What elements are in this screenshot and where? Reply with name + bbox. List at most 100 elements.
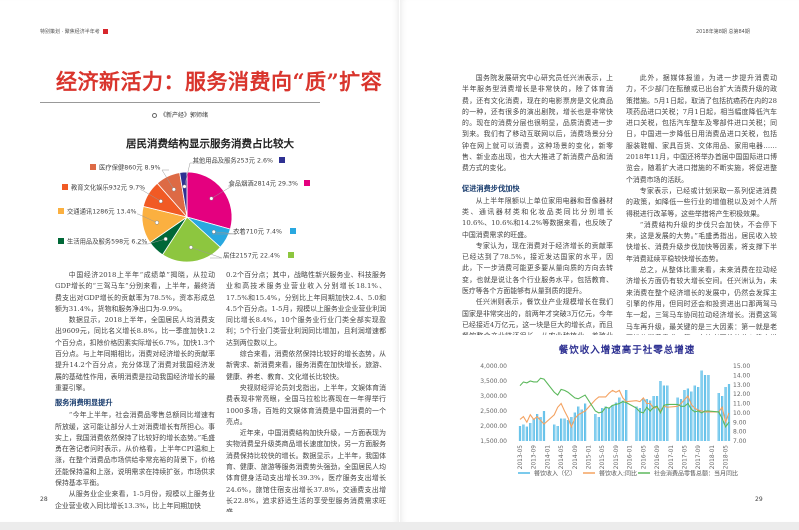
author: 《新产经》郭师绪 bbox=[160, 112, 209, 119]
legend-label: 餐饮收入:同比 bbox=[599, 470, 637, 478]
bar-highlight bbox=[691, 391, 692, 441]
pie-slice bbox=[161, 216, 221, 263]
bar-highlight bbox=[529, 423, 531, 441]
paragraph: 中国经济2018上半年“成绩单”揭晓，从拉动GDP增长的“三驾马车”分别来看，上… bbox=[55, 271, 215, 313]
x-tick-label: 2015-01 bbox=[587, 445, 593, 470]
bar-highlight bbox=[656, 396, 658, 441]
bar-highlight bbox=[625, 390, 627, 441]
pie-leader-line bbox=[161, 169, 175, 190]
pie-dot bbox=[182, 184, 187, 189]
bar-highlight bbox=[526, 426, 528, 441]
y-right-tick-label: 9.00 bbox=[733, 419, 747, 426]
bar-highlight bbox=[577, 406, 579, 441]
bar-highlight bbox=[598, 417, 600, 441]
section-header-text: 特别策划 · 聚焦经济半年考 bbox=[40, 29, 100, 35]
bar-highlight bbox=[608, 408, 610, 441]
bar-highlight bbox=[684, 390, 685, 441]
legend-label: 餐饮收入（亿） bbox=[534, 470, 576, 478]
bar-highlight bbox=[612, 405, 613, 441]
bar-highlight bbox=[701, 370, 702, 441]
paragraph: 数据显示，2018上半年，全国居民人均消费支出9609元，同比名义增长8.8%，… bbox=[55, 316, 215, 392]
x-tick-label: 2014-01 bbox=[545, 445, 551, 470]
bar-highlight bbox=[718, 393, 720, 441]
left-column-1: 中国经济2018上半年“成绩单”揭晓，从拉动GDP增长的“三驾马车”分别来看，上… bbox=[55, 270, 215, 512]
x-tick-label: 2017-01 bbox=[669, 445, 675, 470]
pie-label: 生活用品及服务598元 6.2% bbox=[67, 237, 147, 246]
bar-highlight bbox=[595, 414, 596, 441]
pie-leader-line bbox=[137, 238, 166, 245]
bar-highlight bbox=[667, 385, 668, 441]
x-tick-label: 2013-09 bbox=[532, 445, 538, 470]
y-right-tick-label: 10.00 bbox=[733, 410, 750, 417]
paragraph: 专家认为，现在消费对于经济增长的贡献率已经达到了78.5%，接近发达国家的水平，… bbox=[462, 241, 613, 296]
paragraph: “消费结构升级的步伐只会加快，不会停下来，这是发展的大势。”毛盛勇指出，居民收入… bbox=[626, 220, 777, 263]
pie-slice bbox=[186, 171, 233, 230]
x-tick-label: 2016-01 bbox=[628, 445, 634, 470]
section-marker-icon bbox=[102, 29, 108, 34]
section-heading: 服务消费明显提升 bbox=[55, 398, 113, 408]
x-tick-label: 2015-05 bbox=[600, 445, 606, 470]
y-right-tick-label: 11.00 bbox=[733, 401, 750, 408]
y-left-tick-label: 2,000.00 bbox=[480, 423, 507, 430]
issue-header: 2018年第8期 总第84期 bbox=[696, 29, 750, 35]
pie-leader-line bbox=[211, 185, 233, 199]
bar-highlight bbox=[677, 397, 678, 441]
bar-highlight bbox=[536, 414, 538, 441]
bar-highlight bbox=[680, 399, 682, 441]
pie-label: 交通通讯1286元 13.4% bbox=[67, 207, 137, 216]
bar-highlight bbox=[663, 385, 665, 441]
section-header: 特别策划 · 聚焦经济半年考 bbox=[40, 28, 108, 35]
bar-highlight bbox=[697, 387, 699, 441]
right-column-1: 国务院发展研究中心研究员任兴洲表示，上半年服务型消费增长是非常快的，除了体育消费… bbox=[462, 73, 613, 335]
article-title: 经济新活力：服务消费向“质”扩容 bbox=[56, 69, 383, 94]
pie-label: 医疗保健860元 8.9% bbox=[99, 163, 161, 172]
y-left-tick-label: 4,000.00 bbox=[480, 363, 507, 370]
x-tick-label: 2016-09 bbox=[655, 445, 661, 470]
pie-label: 衣着710元 7.4% bbox=[233, 227, 282, 236]
legend-square bbox=[279, 157, 285, 163]
bar-highlight bbox=[543, 411, 545, 441]
paragraph-text: 总之，从整体比重来看，未来消费在拉动经济增长方面仍有较大增长空间。任兴洲认为，未… bbox=[626, 266, 777, 335]
paragraph: 从上半年限额以上单位家用电器和音像器材类、通讯器材类和化妆品类同比分别增长10.… bbox=[462, 196, 613, 239]
bar-highlight bbox=[615, 402, 617, 441]
bar-highlight bbox=[619, 397, 620, 441]
paragraph: 近年来，中国消费结构加快升级，一方面表现为实物消费呈升级类商品增长速度加快，另一… bbox=[226, 429, 386, 512]
pie-chart: 居民消费结构显示服务消费占比较大 食品烟酒2814元 29.3% 衣着710元 7… bbox=[58, 137, 310, 263]
y-right-tick-label: 15.00 bbox=[733, 363, 750, 370]
pie-label: 教育文化娱乐932元 9.7% bbox=[71, 183, 145, 192]
author-bullet-icon bbox=[152, 113, 157, 118]
bar-highlight bbox=[622, 400, 624, 441]
paragraph: 专家表示，已经或计划采取一系列促进消费的政策，如降低一些行业的增值税以及对个人所… bbox=[626, 186, 777, 218]
bar-highlight bbox=[725, 387, 726, 441]
y-right-tick-label: 8.00 bbox=[733, 429, 747, 436]
paragraph: 从服务业企业来看，1-5月份，规模以上服务业企业营业收入同比增长13.3%，比上… bbox=[55, 490, 215, 510]
page-edge bbox=[0, 522, 799, 530]
paragraph: 任兴洲则表示，餐饮业产业规模增长在我们国家是非常突出的，前两年才突破3万亿元，今… bbox=[462, 298, 613, 335]
pie-label: 食品烟酒2814元 29.3% bbox=[228, 179, 298, 188]
bar-highlight bbox=[694, 385, 696, 441]
x-tick-label: 2017-09 bbox=[696, 445, 702, 470]
y-left-tick-label: 2,500.00 bbox=[480, 408, 507, 415]
bar-highlight bbox=[646, 399, 648, 441]
bar-highlight bbox=[519, 426, 521, 441]
line-retail-yoy bbox=[519, 377, 730, 429]
right-column-2: 此外，据媒体报道，为进一步提升消费动力，不少部门在酝酿或已出台扩大消费升级的政策… bbox=[626, 73, 777, 335]
pie-leader-line bbox=[137, 213, 158, 223]
page-number: 28 bbox=[40, 496, 48, 503]
pie-dot bbox=[158, 199, 163, 204]
left-column-2: 0.2个百分点；其中，战略性新兴服务业、科技服务业和高技术服务业营业收入分别增长… bbox=[226, 270, 386, 512]
pie-leader-line bbox=[184, 162, 203, 187]
y-left-tick-label: 3,000.00 bbox=[480, 393, 507, 400]
title-divider bbox=[40, 102, 320, 103]
line-restaurant-yoy bbox=[519, 389, 730, 429]
bar-highlight bbox=[567, 420, 569, 441]
combo-chart-title: 餐饮收入增速高于社零总增速 bbox=[558, 344, 696, 356]
legend-square bbox=[90, 164, 96, 170]
pie-dot bbox=[171, 187, 176, 192]
bar-highlight bbox=[704, 375, 706, 441]
pie-dot bbox=[188, 245, 193, 250]
paragraph: 总之，从整体比重来看，未来消费在拉动经济增长方面仍有较大增长空间。任兴洲认为，未… bbox=[626, 265, 777, 335]
left-page: 特别策划 · 聚焦经济半年考 经济新活力：服务消费向“质”扩容 《新产经》郭师绪… bbox=[0, 0, 399, 522]
legend-label: 社会消费品零售总额：当月同比 bbox=[654, 470, 738, 478]
